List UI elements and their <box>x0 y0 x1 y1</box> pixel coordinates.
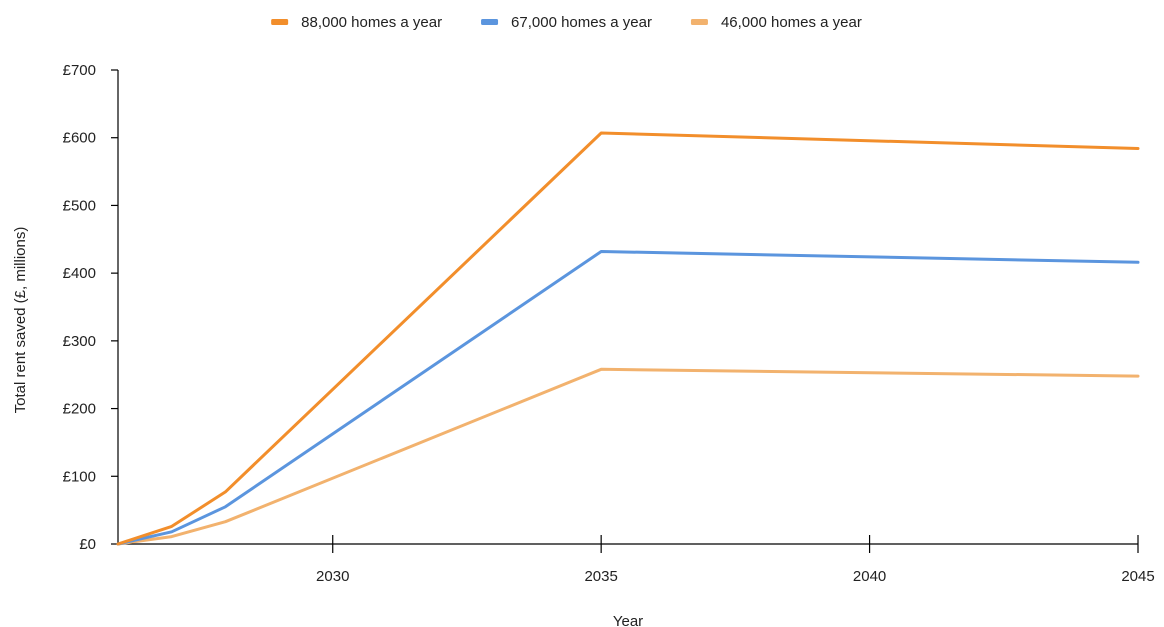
legend-label: 88,000 homes a year <box>301 14 442 31</box>
y-tick-label: £300 <box>63 333 96 350</box>
series-line <box>116 131 1140 546</box>
y-tick-label: £400 <box>63 265 96 282</box>
y-tick-label: £100 <box>63 468 96 485</box>
x-axis-title: Year <box>613 613 643 627</box>
x-tick-label: 2035 <box>584 568 617 585</box>
y-tick-label: £700 <box>63 62 96 79</box>
legend-swatch <box>481 19 499 25</box>
series-line <box>116 250 1140 546</box>
series-lines <box>116 131 1140 546</box>
y-tick-label: £0 <box>79 536 96 553</box>
y-tick-label: £200 <box>63 401 96 418</box>
y-tick-label: £500 <box>63 197 96 214</box>
legend-label: 67,000 homes a year <box>511 14 652 31</box>
legend: 88,000 homes a year 67,000 homes a year 46… <box>271 14 862 31</box>
axes: £0 £100 £200 £300 £400 £500 £600 £700 2030 2035 20… <box>63 62 1155 585</box>
x-tick-label: 2045 <box>1121 568 1154 585</box>
legend-swatch <box>690 19 708 25</box>
x-tick-label: 2040 <box>853 568 886 585</box>
legend-swatch <box>271 19 289 25</box>
series-line <box>116 367 1140 546</box>
y-axis-title: Total rent saved (£, millions) <box>12 227 29 414</box>
x-tick-label: 2030 <box>316 568 349 585</box>
legend-label: 46,000 homes a year <box>721 14 862 31</box>
y-tick-label: £600 <box>63 130 96 147</box>
